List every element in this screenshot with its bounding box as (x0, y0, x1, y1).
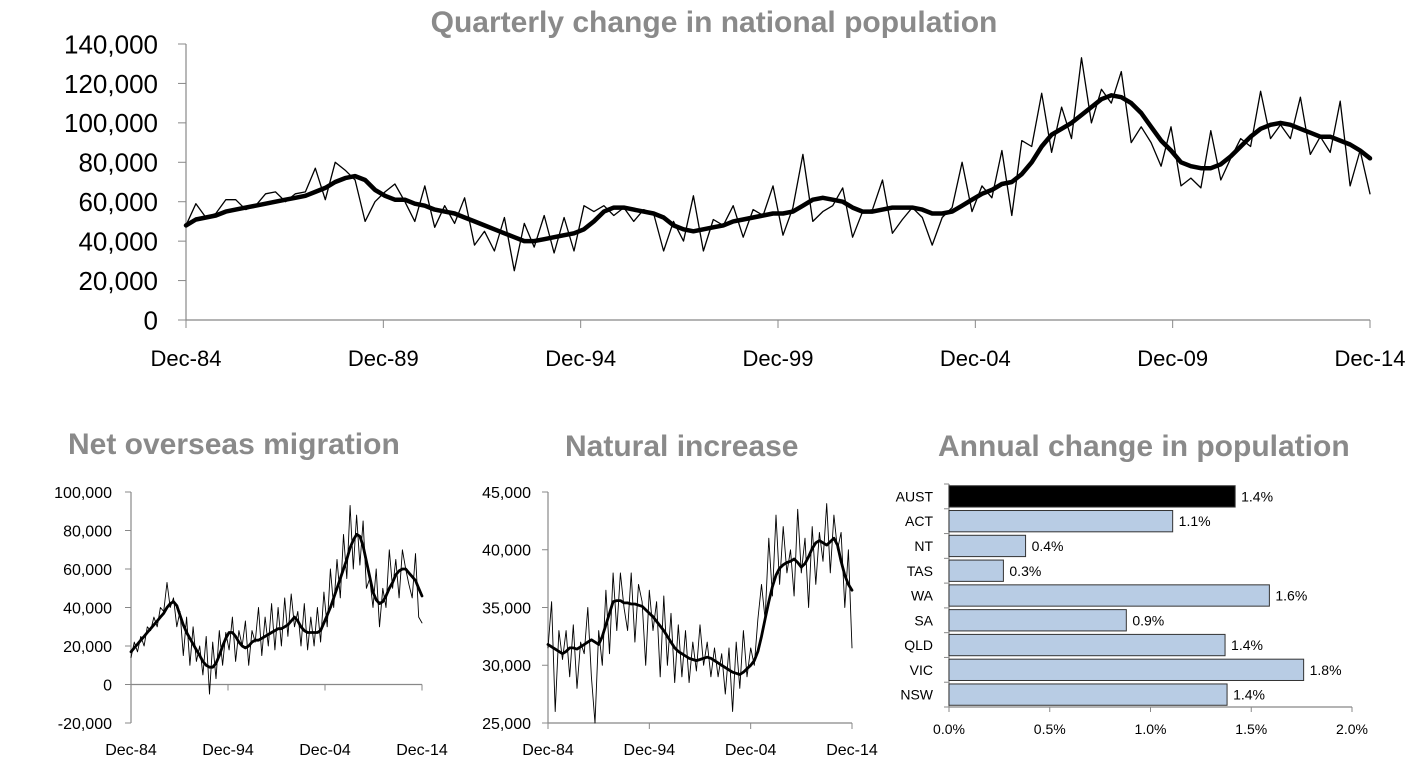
main-x-tick-label: Dec-04 (940, 346, 1011, 371)
main-y-tick-label: 60,000 (78, 187, 158, 217)
ac-category-label: NT (914, 538, 933, 554)
ac-x-tick-label: 0.5% (1034, 721, 1066, 737)
ni-x-tick-label: Dec-04 (725, 742, 777, 759)
ac-x-tick-label: 2.0% (1336, 721, 1368, 737)
ac-category-label: ACT (905, 513, 933, 529)
ac-bar-sa (948, 609, 1127, 632)
ni-x-tick-label: Dec-94 (624, 742, 676, 759)
ni-x-tick-label: Dec-84 (522, 742, 574, 759)
ac-data-label: 0.4% (1032, 538, 1064, 554)
ni-quarterly-line (547, 503, 853, 724)
main-y-tick-label: 40,000 (78, 227, 158, 257)
ac-category-label: NSW (900, 687, 933, 703)
chart-title-main: Quarterly change in national population (430, 6, 998, 39)
ni-y-tick-label: 30,000 (482, 658, 531, 675)
nom-y-tick-label: 20,000 (63, 639, 112, 656)
nom-x-tick-label: Dec-84 (105, 742, 157, 759)
main-y-tick-label: 120,000 (64, 69, 158, 99)
ac-bar-nt (948, 534, 1027, 558)
main-x-tick-label: Dec-14 (1335, 346, 1406, 371)
ac-data-label: 1.8% (1310, 662, 1342, 678)
ni-y-tick-label: 35,000 (482, 600, 531, 617)
ac-bar-vic (948, 658, 1305, 681)
main-y-tick-label: 0 (144, 305, 158, 335)
ac-category-label: WA (911, 588, 934, 604)
chart-title-natural-increase: Natural increase (565, 430, 799, 463)
main-x-tick-label: Dec-99 (743, 346, 814, 371)
ac-data-label: 0.9% (1132, 612, 1164, 628)
ac-data-label: 1.1% (1179, 513, 1211, 529)
ac-data-label: 1.4% (1231, 637, 1263, 653)
main-x-tick-label: Dec-84 (151, 346, 222, 371)
nom-y-tick-label: -20,000 (58, 716, 112, 733)
main-x-tick-label: Dec-89 (348, 346, 419, 371)
ni-y-tick-label: 45,000 (482, 485, 531, 502)
ac-x-tick-label: 0.0% (933, 721, 965, 737)
ac-bar-aust (948, 485, 1236, 508)
ac-x-tick-label: 1.0% (1135, 721, 1167, 737)
main-trend-line (183, 93, 1373, 244)
ni-y-tick-label: 25,000 (482, 716, 531, 733)
ac-category-label: SA (914, 612, 933, 628)
main-y-tick-label: 80,000 (78, 148, 158, 178)
ni-y-tick-label: 40,000 (482, 543, 531, 560)
ac-category-label: VIC (910, 662, 933, 678)
ac-category-label: QLD (904, 637, 933, 653)
nom-y-tick-label: 0 (103, 677, 112, 694)
nom-x-tick-label: Dec-04 (299, 742, 351, 759)
nom-y-tick-label: 60,000 (63, 562, 112, 579)
main-x-tick-label: Dec-09 (1137, 346, 1208, 371)
ac-x-tick-label: 1.5% (1235, 721, 1267, 737)
nom-y-tick-label: 100,000 (54, 485, 112, 502)
ac-bar-tas (948, 559, 1004, 582)
ac-bar-nsw (948, 683, 1228, 706)
main-y-tick-label: 100,000 (64, 108, 158, 138)
ac-bar-qld (948, 633, 1226, 657)
main-y-tick-label: 140,000 (64, 29, 158, 59)
ac-data-label: 1.4% (1241, 488, 1273, 504)
ac-data-label: 1.4% (1233, 687, 1265, 703)
ac-data-label: 1.6% (1275, 588, 1307, 604)
ni-trend-line (546, 536, 854, 676)
ac-bar-wa (948, 584, 1270, 607)
nom-quarterly-line (130, 505, 423, 695)
nom-y-tick-label: 40,000 (63, 600, 112, 617)
nom-trend-line (129, 533, 424, 669)
nom-y-tick-label: 80,000 (63, 523, 112, 540)
main-x-tick-label: Dec-94 (545, 346, 616, 371)
ac-bar-act (948, 510, 1174, 533)
nom-x-tick-label: Dec-94 (202, 742, 254, 759)
ac-category-label: AUST (896, 488, 934, 504)
ac-data-label: 0.3% (1009, 563, 1041, 579)
ni-x-tick-label: Dec-14 (826, 742, 878, 759)
ac-category-label: TAS (907, 563, 933, 579)
main-y-tick-label: 20,000 (78, 266, 158, 296)
chart-title-net-overseas-migration: Net overseas migration (68, 428, 400, 461)
nom-x-tick-label: Dec-14 (396, 742, 448, 759)
chart-title-annual-change: Annual change in population (938, 430, 1350, 463)
